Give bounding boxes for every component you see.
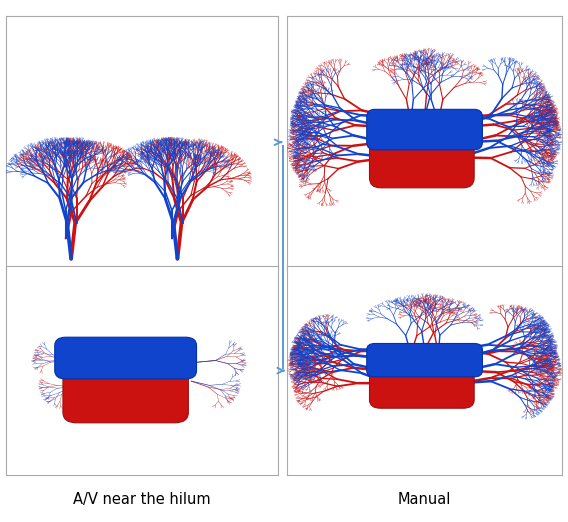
FancyBboxPatch shape [370,117,474,188]
Text: A/V tree reconstruction: A/V tree reconstruction [340,289,509,304]
FancyBboxPatch shape [55,337,197,379]
FancyBboxPatch shape [367,343,482,377]
FancyBboxPatch shape [367,109,482,150]
FancyBboxPatch shape [370,350,474,408]
FancyBboxPatch shape [63,350,189,423]
Text: A/V near the hilum: A/V near the hilum [73,492,211,507]
Text: A/V reconstruction: A/V reconstruction [74,289,210,304]
Text: Manual: Manual [398,492,451,507]
